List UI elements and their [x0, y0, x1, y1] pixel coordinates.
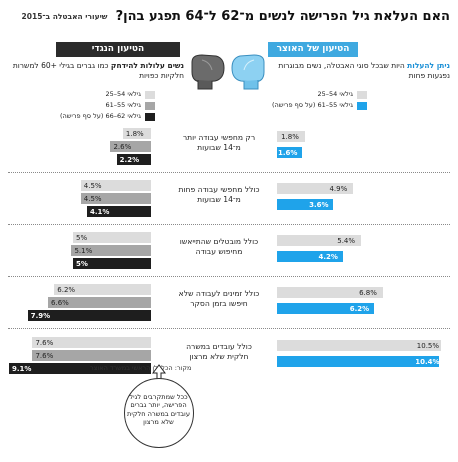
- title-row: האם העלאת גיל הפרישה לנשים מ־62 ל־64 תפג…: [8, 6, 450, 28]
- left-bar: [9, 363, 151, 374]
- row-divider: [8, 172, 450, 173]
- source-note: מקור: הכלכלן הראשי במשרד האוצר: [90, 364, 192, 372]
- boxing-glove-dark-icon: [191, 54, 225, 90]
- left-bar: [32, 350, 151, 361]
- opposing-argument-bold: נשים עלולות להידחק: [110, 61, 184, 70]
- callout-circle: [124, 378, 194, 448]
- left-bar-label: 5.1%: [74, 246, 93, 255]
- left-bar-label: 2.2%: [119, 155, 140, 164]
- opposing-argument-description: נשים עלולות להידחק כמו גברים בגילי +60 ל…: [10, 61, 184, 81]
- right-bar-label: 1.8%: [281, 132, 299, 141]
- right-bar-label: 1.6%: [277, 148, 298, 157]
- right-bar-label: 5.4%: [337, 236, 356, 245]
- category-label: כולל מובטלים שהתייאשו מחיפוש עבודה: [179, 237, 259, 256]
- right-bar-label: 4.2%: [318, 252, 338, 261]
- callout-text: ככל שמתקרבים לגיל הפרישה, יותר גברים עוב…: [127, 393, 190, 426]
- left-bar: [73, 232, 151, 243]
- left-bar-label: 1.8%: [125, 129, 144, 138]
- left-bar-label: 9.1%: [12, 364, 32, 373]
- boxing-glove-blue-icon: [231, 54, 265, 90]
- treasury-argument-description: ניתן להעלות היות שבכל סוגי האבטלה, נשים …: [268, 61, 450, 81]
- treasury-argument-text: היות שבכל סוגי האבטלה, נשים מבוגרות נפגע…: [278, 61, 450, 80]
- right-bar: [277, 287, 384, 298]
- right-bar-label: 10.4%: [415, 357, 440, 366]
- legend-item: גילאי 54–25: [272, 89, 367, 100]
- right-bar: [277, 147, 302, 158]
- left-bar: [80, 180, 151, 191]
- left-bar: [73, 258, 151, 269]
- left-bar-label: 7.9%: [30, 311, 51, 320]
- opposing-argument-header: הטיעון הנגדי: [56, 42, 180, 57]
- legend-swatch-blue: [356, 101, 367, 110]
- right-bar-label: 3.6%: [309, 200, 329, 209]
- right-bar: [277, 199, 334, 210]
- chart-title: האם העלאת גיל הפרישה לנשים מ־62 ל־64 תפג…: [115, 9, 450, 24]
- left-bar-label: 5%: [76, 233, 88, 242]
- left-bar: [122, 128, 151, 139]
- category-label: כולל עובדים במשרה חלקית שלא מרצון: [186, 342, 252, 361]
- opposing-argument-text: כמו גברים בגילי +60 למשרות חלקיות כפויות: [12, 61, 184, 80]
- treasury-argument-highlight: ניתן להעלות: [407, 61, 450, 70]
- treasury-argument-header: הטיעון של האוצר: [268, 42, 358, 57]
- right-bar: [277, 251, 343, 262]
- left-bar: [116, 154, 151, 165]
- left-legend: גילאי 54–25 גילאי 55–61 גילאי 62–66 (על …: [60, 89, 155, 122]
- legend-swatch-light: [356, 90, 367, 99]
- legend-item: גילאי 62–66 (על סף פרישה): [60, 111, 155, 122]
- right-bar-label: 10.5%: [416, 341, 440, 350]
- category-label: כולל זמינים לעבודה שלא חיפשו בזמן הסקר: [178, 289, 260, 308]
- left-bar: [71, 245, 151, 256]
- left-bar-label: 5%: [76, 259, 88, 268]
- left-bar-label: 4.5%: [83, 181, 102, 190]
- left-bar: [32, 337, 151, 348]
- left-bar: [48, 297, 151, 308]
- legend-item: גילאי 55–61: [60, 100, 155, 111]
- left-bar: [27, 310, 151, 321]
- row-divider: [8, 276, 450, 277]
- left-bar-label: 4.5%: [83, 194, 102, 203]
- right-bar: [277, 183, 354, 194]
- right-bar: [277, 356, 440, 367]
- left-bar-label: 7.6%: [35, 338, 54, 347]
- right-bar: [277, 235, 362, 246]
- legend-item: גילאי 55–61 (על סף פרישה): [272, 100, 367, 111]
- left-bar-label: 7.6%: [35, 351, 54, 360]
- left-bar: [80, 193, 151, 204]
- left-bar-label: 2.6%: [113, 142, 132, 151]
- right-bar: [277, 131, 306, 142]
- left-bar: [87, 206, 151, 217]
- row-divider: [8, 224, 450, 225]
- right-bar-label: 6.8%: [359, 288, 377, 297]
- legend-swatch-medium: [144, 101, 155, 110]
- right-bar-label: 6.2%: [349, 304, 370, 313]
- legend-swatch-dark: [144, 112, 155, 121]
- right-bar: [277, 340, 441, 351]
- legend-item: גילאי 54–25: [60, 89, 155, 100]
- row-divider: [8, 328, 450, 329]
- category-label: רק מחפשי עבודה יותר מ־14 שבועות: [182, 133, 256, 152]
- right-bar-label: 4.9%: [329, 184, 348, 193]
- boxing-gloves-illustration: [191, 54, 265, 90]
- chart-subtitle: שיעורי האבטלה ב־2015: [21, 12, 108, 21]
- left-bar-label: 4.1%: [90, 207, 110, 216]
- left-bar: [54, 284, 151, 295]
- legend-swatch-light: [144, 90, 155, 99]
- left-bar-label: 6.2%: [57, 285, 76, 294]
- right-legend: גילאי 54–25 גילאי 55–61 (על סף פרישה): [272, 89, 367, 111]
- category-label: כולל מחפשי עבודה פחות מ־14 שבועות: [178, 185, 260, 204]
- left-bar-label: 6.6%: [51, 298, 69, 307]
- left-bar: [110, 141, 151, 152]
- right-bar: [277, 303, 374, 314]
